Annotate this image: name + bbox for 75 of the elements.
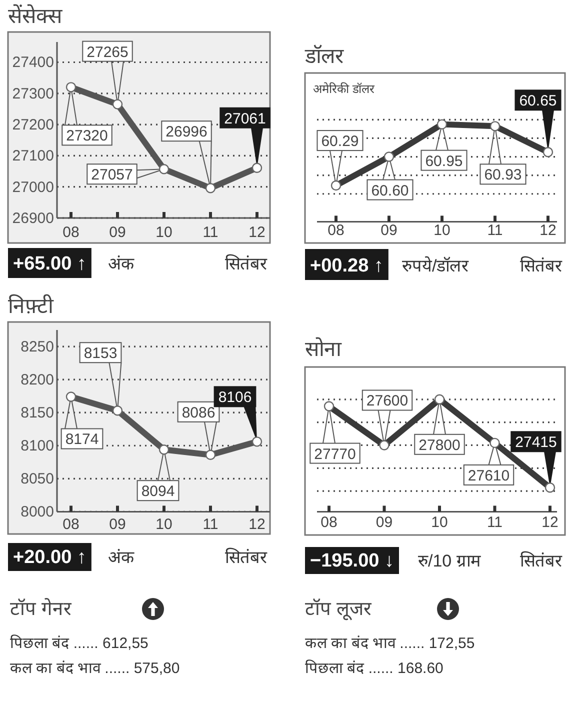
x-tick-label: 08 — [320, 514, 338, 531]
x-axis-title: सितंबर — [225, 254, 268, 274]
text: अंक — [108, 254, 135, 274]
y-tick-label: 27200 — [12, 116, 54, 134]
x-tick-label: 12 — [248, 516, 266, 533]
x-tick-label: 10 — [431, 514, 448, 531]
text: रु/10 ग्राम — [418, 551, 482, 570]
y-tick-label: 27000 — [12, 178, 54, 196]
chart-title: सोना — [305, 337, 342, 361]
x-tick-label: 12 — [248, 224, 266, 241]
x-tick-label: 10 — [434, 222, 450, 239]
data-label: 60.93 — [484, 166, 522, 184]
x-tick-label: 08 — [62, 516, 80, 533]
y-tick-label: 8150 — [20, 404, 54, 422]
text: रुपये/डॉलर — [402, 255, 470, 276]
data-label: 8094 — [141, 483, 175, 500]
text: कल का बंद भाव ...... 172,55 — [305, 635, 475, 652]
text: कल का बंद भाव ...... 575,80 — [10, 660, 180, 677]
data-label: 8086 — [182, 404, 216, 422]
chart-title: सेंसेक्स — [8, 4, 63, 28]
y-tick-label: 27400 — [12, 54, 54, 72]
data-label: 27057 — [91, 166, 133, 184]
data-label: 27600 — [366, 392, 408, 410]
x-tick-label: 10 — [156, 516, 172, 533]
data-label: 27415 — [515, 434, 557, 452]
y-tick-label: 27100 — [12, 148, 54, 165]
data-label: 27800 — [418, 436, 460, 454]
data-label: 27610 — [468, 467, 510, 484]
y-tick-label: 8050 — [20, 470, 54, 488]
text: टॉप लूजर — [305, 598, 372, 621]
x-tick-label: 11 — [202, 224, 218, 241]
text: टॉप गेनर — [10, 597, 72, 620]
data-label: 60.29 — [321, 133, 359, 150]
x-tick-label: 11 — [486, 514, 503, 531]
data-label: 60.60 — [371, 182, 409, 200]
x-tick-label: 08 — [328, 222, 344, 239]
text: अमेरिकी डॉलर — [313, 82, 376, 96]
y-tick-label: 8250 — [20, 338, 54, 356]
data-label: 8106 — [218, 389, 252, 406]
x-tick-label: 12 — [542, 514, 558, 531]
x-tick-label: 08 — [62, 224, 80, 241]
x-axis-title: सितंबर — [520, 255, 563, 276]
data-label: 60.65 — [519, 92, 557, 110]
x-tick-label: 09 — [109, 224, 126, 241]
data-label: 27265 — [86, 44, 128, 61]
data-label: 8153 — [84, 345, 118, 362]
x-tick-label: 11 — [202, 516, 218, 533]
chart-title: डॉलर — [304, 44, 344, 68]
data-label: 27061 — [224, 110, 266, 128]
text: पिछला बंद ...... 168.60 — [305, 659, 444, 677]
text: +00.28 ↑ — [310, 255, 384, 276]
data-label: 60.95 — [425, 152, 463, 170]
x-tick-label: 09 — [109, 516, 126, 533]
x-axis-title: सितंबर — [520, 550, 563, 570]
x-tick-label: 09 — [380, 222, 398, 239]
chart-title: निफ़्टी — [8, 294, 54, 318]
data-label: 26996 — [166, 124, 208, 141]
x-tick-label: 12 — [540, 222, 556, 239]
text: −195.00 ↓ — [310, 550, 394, 572]
x-tick-label: 09 — [376, 514, 393, 531]
x-tick-label: 11 — [487, 222, 503, 239]
data-label: 27320 — [66, 128, 108, 145]
x-axis-title: सितंबर — [225, 547, 268, 568]
y-tick-label: 26900 — [12, 210, 54, 227]
y-tick-label: 27300 — [12, 85, 54, 102]
text: अंक — [108, 548, 135, 568]
data-label: 27770 — [314, 446, 356, 463]
data-label: 8174 — [65, 431, 99, 448]
y-tick-label: 8100 — [20, 438, 54, 455]
x-tick-label: 10 — [156, 224, 172, 241]
y-tick-label: 8000 — [20, 504, 54, 521]
text: +65.00 ↑ — [13, 254, 86, 275]
y-tick-label: 8200 — [20, 372, 54, 389]
text: पिछला बंद ...... 612,55 — [10, 634, 148, 652]
text: +20.00 ↑ — [13, 547, 86, 568]
